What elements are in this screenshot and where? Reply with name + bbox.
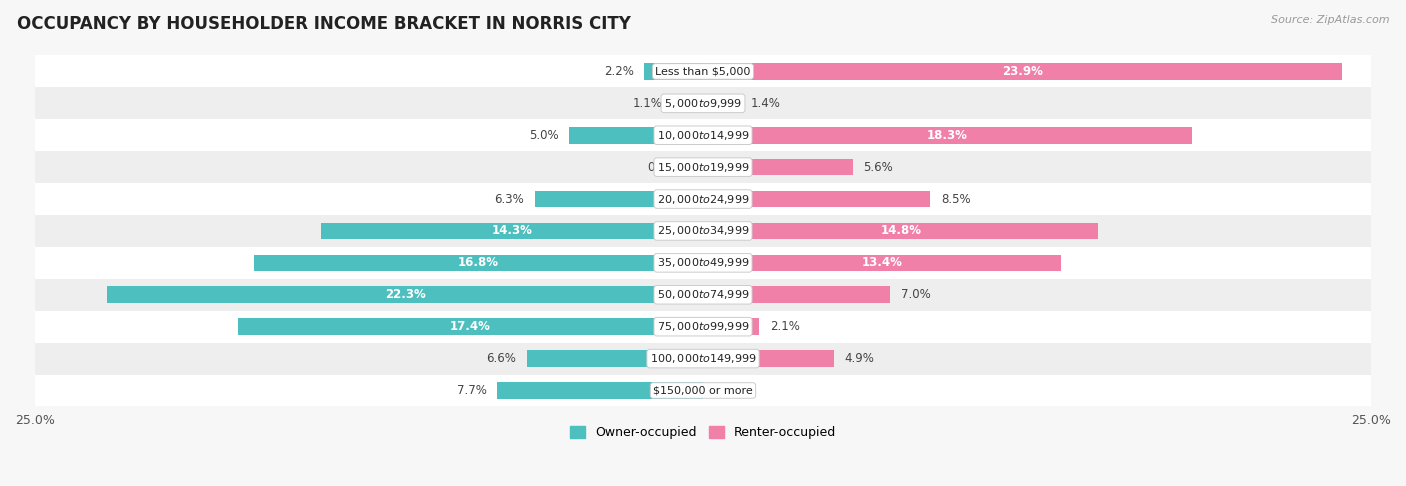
Bar [703, 159, 852, 175]
Bar [703, 127, 1192, 143]
Bar [673, 95, 703, 112]
Bar [35, 183, 1371, 215]
Text: 7.0%: 7.0% [901, 288, 931, 301]
Text: 23.9%: 23.9% [1002, 65, 1043, 78]
Text: 0.28%: 0.28% [648, 161, 685, 174]
Bar [696, 159, 703, 175]
Bar [321, 223, 703, 239]
Text: 22.3%: 22.3% [385, 288, 426, 301]
Bar [35, 311, 1371, 343]
Bar [35, 119, 1371, 151]
Text: 18.3%: 18.3% [927, 129, 967, 142]
Text: 14.8%: 14.8% [880, 225, 921, 238]
Text: 6.6%: 6.6% [486, 352, 516, 365]
Bar [107, 286, 703, 303]
Bar [35, 151, 1371, 183]
Text: OCCUPANCY BY HOUSEHOLDER INCOME BRACKET IN NORRIS CITY: OCCUPANCY BY HOUSEHOLDER INCOME BRACKET … [17, 15, 631, 33]
Bar [703, 223, 1098, 239]
Text: 6.3%: 6.3% [495, 192, 524, 206]
Bar [703, 350, 834, 367]
Bar [35, 375, 1371, 406]
Text: 1.1%: 1.1% [633, 97, 662, 110]
Text: $15,000 to $19,999: $15,000 to $19,999 [657, 161, 749, 174]
Text: $75,000 to $99,999: $75,000 to $99,999 [657, 320, 749, 333]
Text: 1.4%: 1.4% [751, 97, 780, 110]
Bar [534, 191, 703, 208]
Text: $100,000 to $149,999: $100,000 to $149,999 [650, 352, 756, 365]
Bar [703, 63, 1341, 80]
Text: 5.0%: 5.0% [529, 129, 558, 142]
Bar [35, 215, 1371, 247]
Text: 14.3%: 14.3% [492, 225, 533, 238]
Text: 17.4%: 17.4% [450, 320, 491, 333]
Text: $20,000 to $24,999: $20,000 to $24,999 [657, 192, 749, 206]
Bar [35, 87, 1371, 119]
Text: 7.7%: 7.7% [457, 384, 486, 397]
Text: $25,000 to $34,999: $25,000 to $34,999 [657, 225, 749, 238]
Bar [254, 255, 703, 271]
Text: 2.1%: 2.1% [770, 320, 800, 333]
Bar [703, 286, 890, 303]
Bar [498, 382, 703, 399]
Bar [35, 55, 1371, 87]
Text: 2.2%: 2.2% [603, 65, 634, 78]
Bar [35, 247, 1371, 279]
Text: 0.0%: 0.0% [714, 384, 744, 397]
Bar [703, 318, 759, 335]
Text: 5.6%: 5.6% [863, 161, 893, 174]
Text: 16.8%: 16.8% [458, 257, 499, 269]
Text: 4.9%: 4.9% [845, 352, 875, 365]
Bar [569, 127, 703, 143]
Bar [35, 279, 1371, 311]
Text: $50,000 to $74,999: $50,000 to $74,999 [657, 288, 749, 301]
Text: $5,000 to $9,999: $5,000 to $9,999 [664, 97, 742, 110]
Bar [703, 255, 1062, 271]
Bar [644, 63, 703, 80]
Text: $10,000 to $14,999: $10,000 to $14,999 [657, 129, 749, 142]
Text: Less than $5,000: Less than $5,000 [655, 67, 751, 76]
Bar [703, 191, 931, 208]
Text: $150,000 or more: $150,000 or more [654, 385, 752, 396]
Text: 8.5%: 8.5% [941, 192, 970, 206]
Bar [238, 318, 703, 335]
Bar [35, 343, 1371, 375]
Text: Source: ZipAtlas.com: Source: ZipAtlas.com [1271, 15, 1389, 25]
Text: 13.4%: 13.4% [862, 257, 903, 269]
Legend: Owner-occupied, Renter-occupied: Owner-occupied, Renter-occupied [565, 421, 841, 444]
Bar [703, 95, 741, 112]
Bar [527, 350, 703, 367]
Text: $35,000 to $49,999: $35,000 to $49,999 [657, 257, 749, 269]
